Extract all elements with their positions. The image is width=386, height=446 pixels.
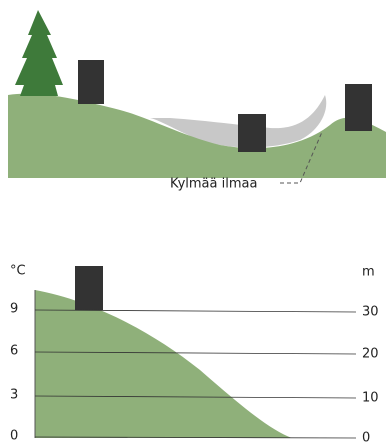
right-tick-label: 10 bbox=[362, 391, 379, 406]
house bbox=[238, 114, 266, 152]
right-tick-label: 30 bbox=[362, 305, 379, 320]
left-tick-label: 9 bbox=[10, 302, 18, 317]
left-tick-label: 0 bbox=[10, 429, 18, 444]
house bbox=[78, 60, 104, 104]
tree bbox=[15, 10, 63, 96]
left-tick-label: 3 bbox=[10, 388, 18, 403]
left-unit: °C bbox=[10, 264, 26, 279]
cold-air-label: Kylmää ilmaa bbox=[170, 177, 257, 192]
right-tick-label: 20 bbox=[362, 347, 379, 362]
right-tick-label: 0 bbox=[362, 431, 370, 446]
house bbox=[75, 266, 103, 310]
right-unit: m bbox=[362, 265, 375, 280]
house bbox=[345, 84, 372, 131]
diagram: Kylmää ilmaa °C m 96303020100 bbox=[0, 0, 386, 446]
slope bbox=[35, 290, 292, 438]
left-tick-label: 6 bbox=[10, 344, 18, 359]
